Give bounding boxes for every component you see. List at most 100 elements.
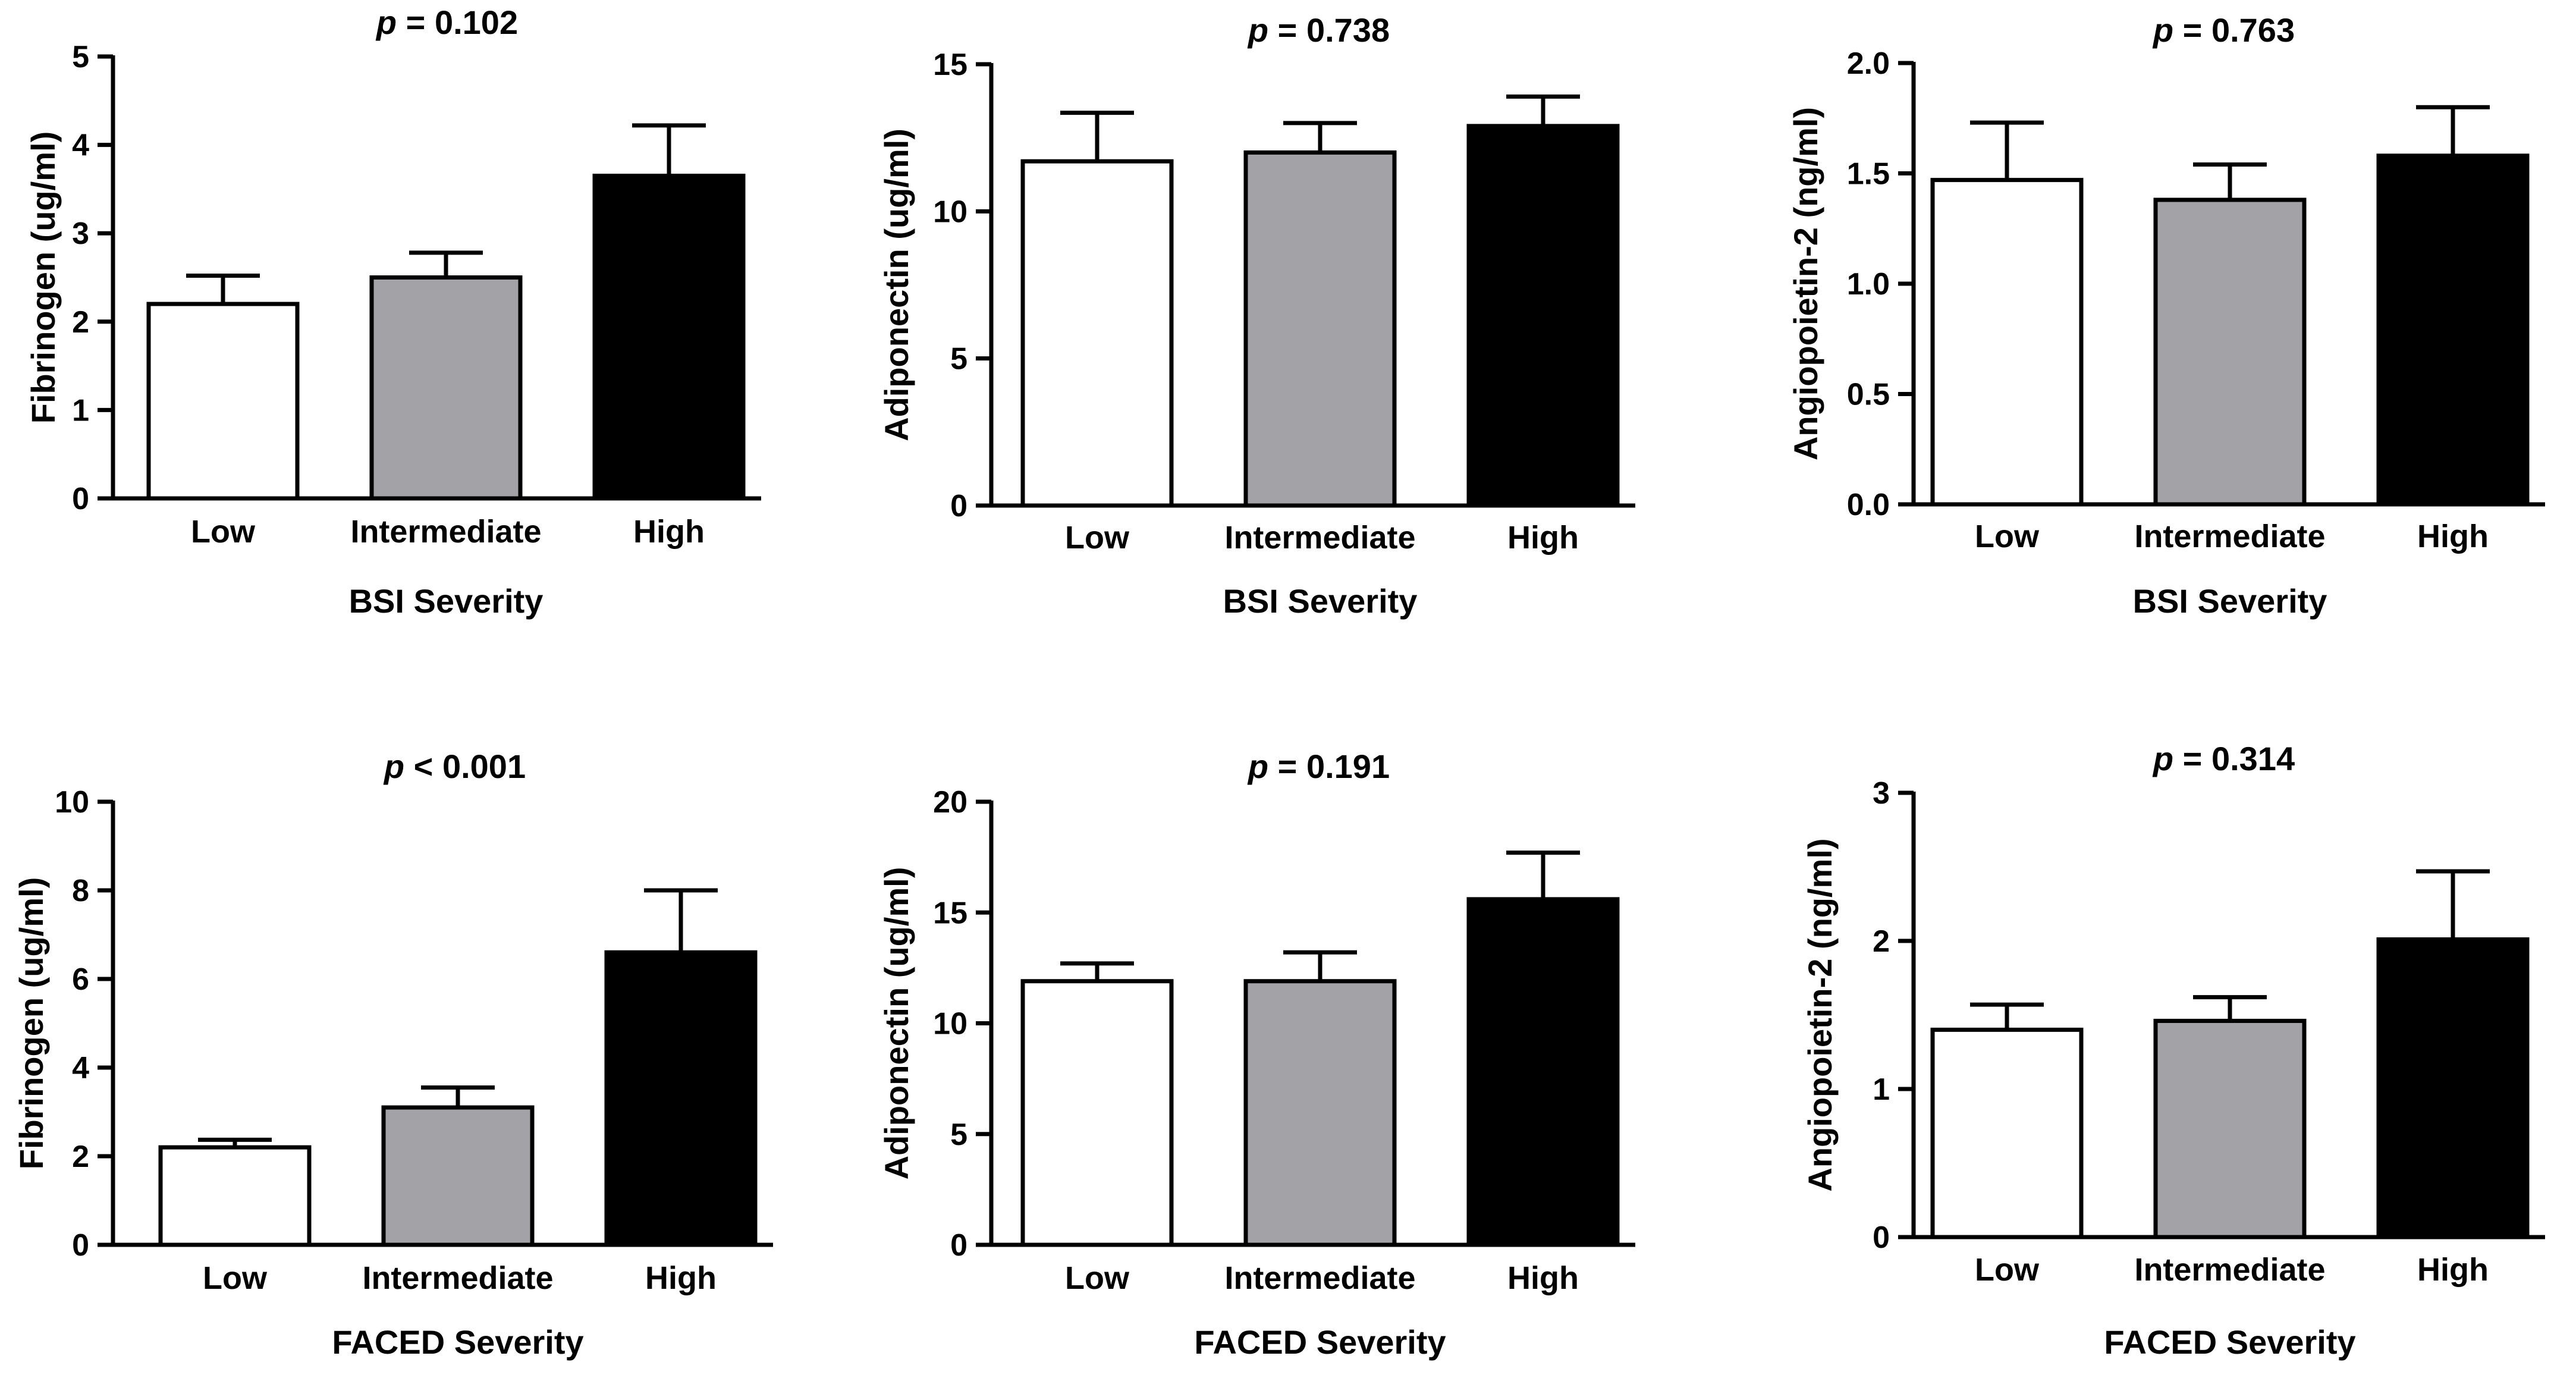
title-value: = 0.738 <box>1268 11 1390 49</box>
y-tick-label: 1 <box>72 393 89 428</box>
x-axis-title: BSI Severity <box>2133 582 2327 620</box>
x-tick-label-high: High <box>633 514 705 550</box>
x-axis-title: FACED Severity <box>2104 1323 2355 1361</box>
bar-low <box>146 302 300 501</box>
x-tick-label-low: Low <box>203 1260 268 1296</box>
x-tick-label-low: Low <box>1975 1252 2040 1288</box>
chart-panel-6: p = 0.314 0 1 2 3 Low Intermediate High FACED Se… <box>1801 740 2545 1361</box>
chart-title: p < 0.001 <box>383 748 526 785</box>
y-tick-label: 15 <box>933 48 967 82</box>
chart-title: p = 0.191 <box>1247 748 1390 785</box>
x-tick-label-intermediate: Intermediate <box>2134 1252 2325 1288</box>
bar-high <box>1466 124 1620 508</box>
x-tick-label-intermediate: Intermediate <box>1224 1260 1415 1296</box>
y-tick-label: 0.0 <box>1847 488 1890 522</box>
x-axis-title: BSI Severity <box>1223 582 1418 620</box>
y-tick-label: 15 <box>933 896 967 930</box>
y-tick-label: 6 <box>72 962 89 997</box>
y-tick-label: 4 <box>72 1051 89 1085</box>
x-tick-label-intermediate: Intermediate <box>362 1260 553 1296</box>
title-p-symbol: p <box>1247 748 1268 785</box>
bar-intermediate <box>1243 979 1397 1247</box>
y-tick-label: 2 <box>1873 924 1890 959</box>
chart-title: p = 0.738 <box>1247 11 1390 49</box>
x-tick-label-intermediate: Intermediate <box>1224 520 1415 556</box>
y-tick-label: 0 <box>1873 1220 1890 1255</box>
bar-high <box>2376 153 2530 507</box>
x-tick-label-intermediate: Intermediate <box>350 514 541 550</box>
y-tick-label: 10 <box>933 1007 967 1041</box>
title-value: = 0.763 <box>2173 11 2295 49</box>
y-axis-title: Angiopoietin-2 (ng/ml) <box>1801 838 1839 1191</box>
chart-panel-2: p = 0.738 0 5 10 15 Low Intermediate High BSI Se… <box>878 11 1635 620</box>
y-axis-title: Fibrinogen (ug/ml) <box>24 131 62 423</box>
bar-low <box>1020 159 1174 508</box>
chart-panel-4: p < 0.001 0 2 4 6 8 10 Low Intermediate High FACED… <box>12 748 773 1361</box>
y-tick-label: 5 <box>72 40 89 74</box>
y-tick-label: 0 <box>72 482 89 516</box>
title-p-symbol: p <box>1247 11 1268 49</box>
bar-intermediate <box>369 275 523 501</box>
bar-high <box>1466 897 1620 1247</box>
x-tick-label-low: Low <box>1065 1260 1130 1296</box>
x-tick-label-low: Low <box>1065 520 1130 556</box>
x-tick-label-high: High <box>2417 1252 2489 1288</box>
chart-title: p = 0.102 <box>375 4 518 41</box>
y-axis-title: Fibrinogen (ug/ml) <box>12 877 50 1169</box>
x-tick-label-intermediate: Intermediate <box>2134 519 2325 554</box>
y-tick-label: 1 <box>1873 1072 1890 1107</box>
title-p-symbol: p <box>2152 11 2173 49</box>
y-tick-label: 0 <box>950 489 967 523</box>
chart-title: p = 0.314 <box>2152 740 2295 777</box>
y-axis-title: Angiopoietin-2 (ng/ml) <box>1787 107 1824 460</box>
title-value: = 0.314 <box>2173 740 2295 777</box>
y-axis-title: Adiponectin (ug/ml) <box>878 128 915 441</box>
chart-panel-1: p = 0.102 0 1 2 3 4 5 Low Intermediate High BSI Se… <box>24 4 761 620</box>
y-tick-label: 4 <box>72 128 89 163</box>
x-tick-label-high: High <box>1507 1260 1579 1296</box>
title-p-symbol: p <box>375 4 397 41</box>
chart-panel-5: p = 0.191 0 5 10 15 20 Low Intermediate High FACE… <box>878 748 1635 1361</box>
bar-low <box>1020 979 1174 1247</box>
y-tick-label: 5 <box>950 342 967 376</box>
x-tick-label-high: High <box>2417 519 2489 554</box>
x-tick-label-high: High <box>1507 520 1579 556</box>
y-tick-label: 0.5 <box>1847 378 1890 412</box>
x-tick-label-low: Low <box>191 514 256 550</box>
title-p-symbol: p <box>2152 740 2173 777</box>
bar-low <box>1930 178 2084 507</box>
x-tick-label-low: Low <box>1975 519 2040 554</box>
bar-high <box>2376 937 2530 1239</box>
title-value: < 0.001 <box>404 748 526 785</box>
y-tick-label: 10 <box>933 194 967 229</box>
chart-panel-3: p = 0.763 0.0 0.5 1.0 1.5 2.0 Low Intermediate H… <box>1787 11 2545 620</box>
y-tick-label: 0 <box>72 1228 89 1263</box>
y-tick-label: 3 <box>72 216 89 251</box>
y-tick-label: 20 <box>933 785 967 820</box>
bar-intermediate <box>2153 1018 2307 1239</box>
x-axis-title: FACED Severity <box>1194 1323 1446 1361</box>
y-tick-label: 0 <box>950 1228 967 1263</box>
bar-low <box>158 1145 312 1247</box>
bar-intermediate <box>381 1105 535 1247</box>
title-value: = 0.102 <box>397 4 518 41</box>
y-tick-label: 2 <box>72 1140 89 1174</box>
y-axis-title: Adiponectin (ug/ml) <box>878 867 915 1180</box>
bar-intermediate <box>2153 197 2307 507</box>
bar-high <box>604 950 758 1247</box>
x-tick-label-high: High <box>645 1260 717 1296</box>
y-tick-label: 5 <box>950 1118 967 1152</box>
y-tick-label: 2.0 <box>1847 46 1890 81</box>
x-axis-title: FACED Severity <box>332 1323 583 1361</box>
y-tick-label: 10 <box>55 785 89 820</box>
chart-title: p = 0.763 <box>2152 11 2295 49</box>
y-tick-label: 3 <box>1873 776 1890 811</box>
y-tick-label: 2 <box>72 305 89 340</box>
title-p-symbol: p <box>383 748 404 785</box>
title-value: = 0.191 <box>1268 748 1390 785</box>
bar-low <box>1930 1027 2084 1239</box>
y-tick-label: 8 <box>72 874 89 908</box>
bar-intermediate <box>1243 150 1397 508</box>
